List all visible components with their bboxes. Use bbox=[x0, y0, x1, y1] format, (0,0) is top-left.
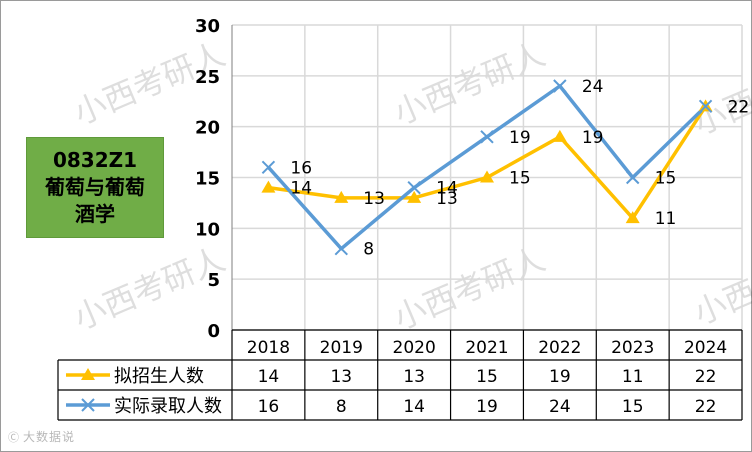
table-cell: 8 bbox=[336, 397, 347, 417]
table-cell: 24 bbox=[549, 397, 571, 417]
table-cell: 15 bbox=[476, 367, 498, 387]
actual-data-label: 22 bbox=[728, 97, 750, 117]
legend-triangle-icon bbox=[81, 368, 95, 380]
actual-data-label: 8 bbox=[363, 240, 374, 260]
watermark-text: 小西考研人 bbox=[388, 240, 550, 338]
actual-series-line bbox=[267, 84, 707, 251]
x-tick-label: 2022 bbox=[538, 338, 581, 358]
table-cell: 19 bbox=[476, 397, 498, 417]
x-tick-label: 2023 bbox=[611, 338, 654, 358]
table-cell: 19 bbox=[549, 367, 571, 387]
x-stroke bbox=[553, 79, 567, 93]
series-markers bbox=[261, 79, 713, 256]
planned-triangle-marker bbox=[480, 170, 494, 183]
y-tick-label: 0 bbox=[207, 321, 220, 342]
actual-x-marker bbox=[626, 170, 640, 185]
x-tick-label: 2024 bbox=[684, 338, 727, 358]
table-cell: 22 bbox=[695, 367, 717, 387]
x-stroke bbox=[626, 170, 640, 185]
table-cell: 16 bbox=[258, 397, 280, 417]
table-cell: 13 bbox=[403, 367, 425, 387]
series-lines bbox=[267, 84, 708, 251]
legend-label: 实际录取人数 bbox=[114, 396, 222, 417]
brand-mark: Ⓒ 大数据说 bbox=[8, 428, 75, 445]
x-stroke bbox=[698, 99, 713, 114]
x-tick-label: 2019 bbox=[320, 338, 363, 358]
y-tick-label: 5 bbox=[207, 270, 220, 291]
planned-triangle-marker bbox=[625, 211, 640, 224]
table-cell: 13 bbox=[330, 367, 352, 387]
y-tick-label: 10 bbox=[195, 219, 220, 240]
actual-x-marker bbox=[261, 160, 276, 175]
x-stroke bbox=[261, 160, 276, 175]
actual-x-marker bbox=[334, 241, 348, 256]
planned-data-label: 11 bbox=[655, 209, 677, 229]
actual-data-label: 14 bbox=[436, 179, 458, 199]
table-cell: 14 bbox=[258, 367, 280, 387]
x-tick-label: 2018 bbox=[247, 338, 290, 358]
x-stroke bbox=[480, 130, 494, 144]
planned-triangle-marker bbox=[261, 180, 276, 193]
actual-data-label: 24 bbox=[582, 77, 604, 97]
watermark-text: 小西考研人 bbox=[68, 240, 230, 338]
brand-logo-icon: Ⓒ bbox=[8, 431, 20, 444]
planned-series-line bbox=[268, 105, 708, 220]
planned-triangle-marker bbox=[334, 190, 349, 203]
planned-data-label: 22 bbox=[728, 97, 750, 117]
y-tick-label: 15 bbox=[195, 169, 220, 190]
x-stroke bbox=[334, 241, 348, 256]
y-tick-label: 20 bbox=[195, 118, 220, 139]
legend-label: 拟招生人数 bbox=[114, 366, 204, 387]
legend-x-icon bbox=[81, 398, 95, 412]
brand-text: 大数据说 bbox=[23, 430, 76, 444]
data-table: 2018 2019 2020 2021 2022 2023 2024 拟招生人数 14 13 13 1… bbox=[57, 329, 743, 421]
table-cell: 11 bbox=[622, 367, 644, 387]
planned-triangle-marker bbox=[552, 129, 567, 142]
program-code: 0832Z1 bbox=[52, 148, 138, 172]
program-label: 0832Z1 葡萄与葡萄 酒学 bbox=[26, 137, 164, 238]
planned-data-label: 13 bbox=[436, 189, 458, 209]
actual-data-label: 19 bbox=[509, 128, 531, 148]
program-name-line1: 葡萄与葡萄 bbox=[45, 175, 145, 199]
x-stroke bbox=[81, 398, 95, 412]
actual-x-marker bbox=[480, 130, 494, 144]
x-tick-label: 2021 bbox=[465, 338, 508, 358]
y-axis-ticks: 0 5 10 15 20 25 30 bbox=[195, 16, 220, 342]
planned-triangle-marker bbox=[407, 190, 422, 203]
planned-data-label: 14 bbox=[290, 179, 312, 199]
y-tick-label: 25 bbox=[195, 67, 220, 88]
actual-data-label: 16 bbox=[290, 158, 312, 178]
actual-x-marker bbox=[407, 180, 421, 195]
x-tick-label: 2020 bbox=[393, 338, 436, 358]
watermark-text: 小西考研人 bbox=[388, 35, 550, 133]
table-cell: 15 bbox=[622, 397, 644, 417]
table-cell: 14 bbox=[403, 397, 425, 417]
actual-x-marker bbox=[698, 99, 713, 114]
table-cell: 22 bbox=[695, 397, 717, 417]
actual-data-label: 15 bbox=[655, 169, 677, 189]
planned-data-label: 19 bbox=[582, 128, 604, 148]
actual-x-marker bbox=[553, 79, 567, 93]
planned-data-label: 13 bbox=[363, 189, 385, 209]
program-name-line2: 酒学 bbox=[75, 202, 115, 226]
x-stroke bbox=[407, 180, 421, 195]
planned-data-label: 15 bbox=[509, 169, 531, 189]
y-tick-label: 30 bbox=[195, 16, 220, 37]
